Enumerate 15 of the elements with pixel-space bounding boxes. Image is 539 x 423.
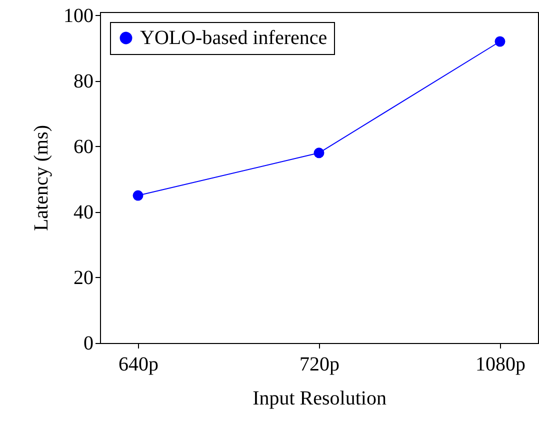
y-tick-label: 0 [84, 332, 94, 354]
y-axis-title: Latency (ms) [30, 124, 52, 232]
y-tick-label: 20 [74, 266, 94, 289]
x-tick-label: 640p [118, 354, 159, 376]
point [494, 36, 506, 47]
point [314, 148, 324, 158]
y-tick-label: 40 [74, 201, 94, 224]
legend-label: YOLO-based inference [140, 27, 328, 49]
y-tick-label: 100 [64, 4, 94, 27]
x-tick-label: 1080p [475, 354, 526, 376]
y-tick-label: 60 [74, 136, 94, 158]
y-tick-label: 80 [74, 70, 94, 92]
x-axis-title: Input Resolution [252, 388, 386, 410]
point [132, 190, 144, 201]
x-tick-label: 720p [300, 354, 340, 376]
